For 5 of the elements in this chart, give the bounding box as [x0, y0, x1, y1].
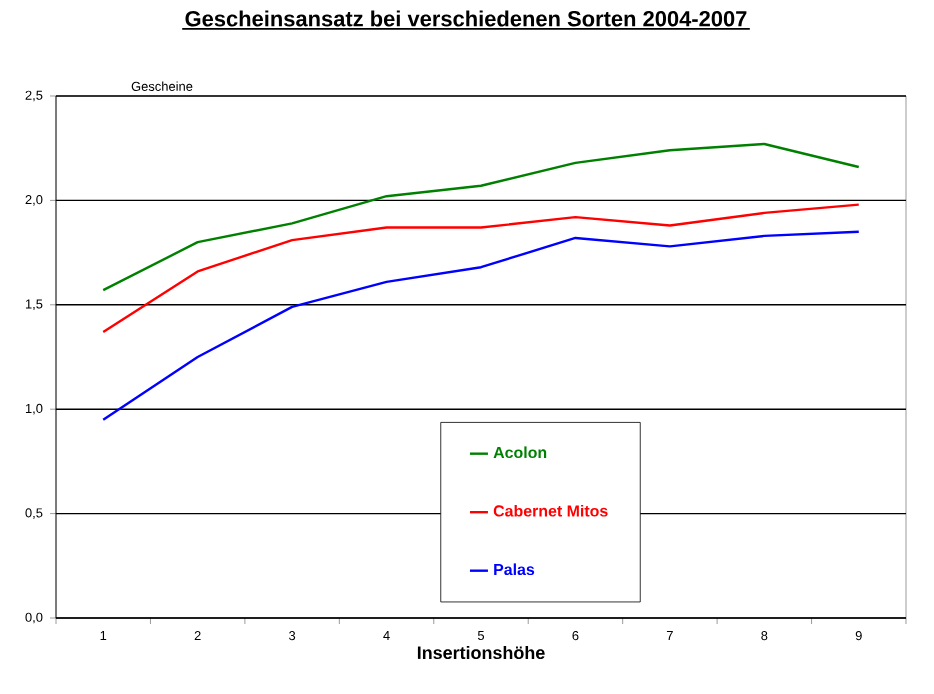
- x-axis-title: Insertionshöhe: [417, 645, 545, 660]
- line-series: [102, 230, 860, 421]
- chart-title: Gescheinsansatz bei verschiedenen Sorten 2004-2007: [185, 10, 747, 27]
- line-series: [102, 142, 860, 292]
- line-series: [102, 203, 860, 334]
